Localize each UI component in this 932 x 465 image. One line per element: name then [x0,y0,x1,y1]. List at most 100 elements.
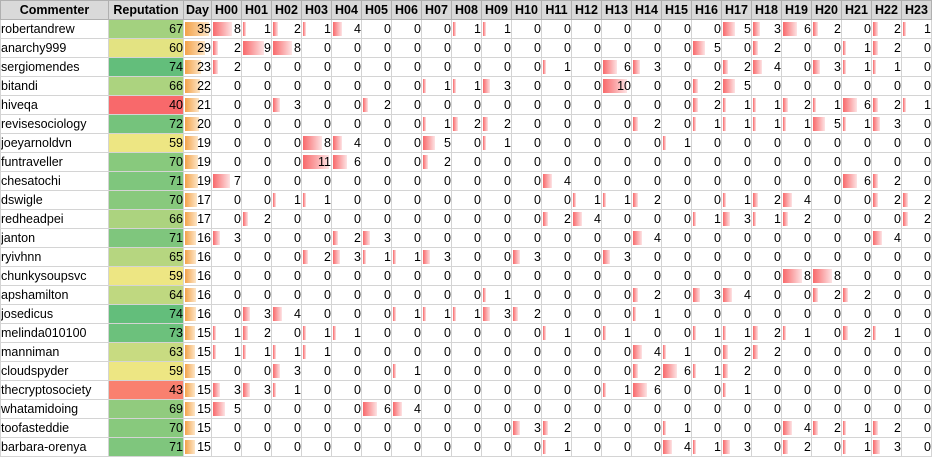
hour-cell[interactable]: 0 [661,171,692,191]
hour-cell[interactable]: 0 [781,171,812,191]
hour-cell[interactable]: 0 [331,57,362,77]
hour-cell[interactable]: 2 [511,304,542,324]
hour-cell[interactable]: 0 [481,171,512,191]
hour-cell[interactable]: 10 [601,76,632,96]
hour-cell[interactable]: 0 [811,76,842,96]
hour-cell[interactable]: 7 [211,171,242,191]
hour-cell[interactable]: 4 [391,399,422,419]
hour-cell[interactable]: 0 [301,171,332,191]
hour-cell[interactable]: 4 [541,171,572,191]
hour-cell[interactable]: 2 [691,95,722,115]
hour-cell[interactable]: 2 [811,19,842,39]
hour-cell[interactable]: 0 [451,133,482,153]
day-cell[interactable]: 16 [183,247,212,267]
hour-cell[interactable]: 0 [451,228,482,248]
hour-cell[interactable]: 0 [511,171,542,191]
hour-cell[interactable]: 0 [751,304,782,324]
hour-cell[interactable]: 2 [631,361,662,381]
hour-cell[interactable]: 0 [481,266,512,286]
hour-cell[interactable]: 1 [271,342,302,362]
hour-cell[interactable]: 0 [691,342,722,362]
hour-cell[interactable]: 2 [811,418,842,438]
hour-cell[interactable]: 0 [271,171,302,191]
hour-cell[interactable]: 0 [391,152,422,172]
hour-cell[interactable]: 0 [211,133,242,153]
hour-cell[interactable]: 0 [391,285,422,305]
hour-cell[interactable]: 1 [271,380,302,400]
hour-cell[interactable]: 0 [331,342,362,362]
hour-cell[interactable]: 0 [631,418,662,438]
hour-cell[interactable]: 0 [481,437,512,457]
hour-cell[interactable]: 0 [391,228,422,248]
reputation-cell[interactable]: 66 [108,209,184,229]
hour-cell[interactable]: 1 [631,304,662,324]
hour-cell[interactable]: 1 [481,133,512,153]
hour-cell[interactable]: 0 [871,285,902,305]
hour-cell[interactable]: 0 [541,266,572,286]
hour-cell[interactable]: 0 [481,399,512,419]
hour-cell[interactable]: 1 [571,190,602,210]
hour-cell[interactable]: 0 [871,304,902,324]
hour-cell[interactable]: 0 [571,19,602,39]
hour-cell[interactable]: 0 [301,209,332,229]
reputation-cell[interactable]: 59 [108,266,184,286]
day-cell[interactable]: 35 [183,19,212,39]
hour-cell[interactable]: 0 [241,247,272,267]
hour-cell[interactable]: 0 [781,76,812,96]
hour-cell[interactable]: 0 [241,361,272,381]
hour-cell[interactable]: 0 [601,209,632,229]
commenter-cell[interactable]: barbara-orenya [0,437,109,457]
hour-cell[interactable]: 0 [631,76,662,96]
hour-cell[interactable]: 6 [841,171,872,191]
hour-cell[interactable]: 0 [511,380,542,400]
column-header-commenter[interactable]: Commenter [0,0,109,20]
hour-cell[interactable]: 0 [301,266,332,286]
hour-cell[interactable]: 0 [361,266,392,286]
hour-cell[interactable]: 1 [901,95,932,115]
hour-cell[interactable]: 0 [421,228,452,248]
hour-cell[interactable]: 0 [271,247,302,267]
hour-cell[interactable]: 0 [271,437,302,457]
hour-cell[interactable]: 0 [301,95,332,115]
hour-cell[interactable]: 1 [661,133,692,153]
commenter-cell[interactable]: redheadpei [0,209,109,229]
hour-cell[interactable]: 0 [901,437,932,457]
hour-cell[interactable]: 0 [361,152,392,172]
hour-cell[interactable]: 0 [391,114,422,134]
hour-cell[interactable]: 0 [811,380,842,400]
hour-cell[interactable]: 0 [901,323,932,343]
hour-cell[interactable]: 8 [211,19,242,39]
hour-cell[interactable]: 0 [391,190,422,210]
hour-cell[interactable]: 0 [751,266,782,286]
hour-cell[interactable]: 0 [481,209,512,229]
hour-cell[interactable]: 0 [391,57,422,77]
hour-cell[interactable]: 0 [631,266,662,286]
hour-cell[interactable]: 0 [241,133,272,153]
hour-cell[interactable]: 0 [391,209,422,229]
hour-cell[interactable]: 0 [721,266,752,286]
day-cell[interactable]: 22 [183,76,212,96]
hour-cell[interactable]: 6 [661,361,692,381]
column-header-h08[interactable]: H08 [451,0,482,20]
day-cell[interactable]: 19 [183,133,212,153]
hour-cell[interactable]: 0 [301,228,332,248]
hour-cell[interactable]: 0 [571,114,602,134]
hour-cell[interactable]: 0 [241,57,272,77]
hour-cell[interactable]: 1 [211,342,242,362]
hour-cell[interactable]: 0 [691,19,722,39]
hour-cell[interactable]: 0 [331,304,362,324]
hour-cell[interactable]: 0 [391,38,422,58]
hour-cell[interactable]: 0 [691,418,722,438]
hour-cell[interactable]: 0 [841,190,872,210]
hour-cell[interactable]: 0 [601,266,632,286]
hour-cell[interactable]: 0 [661,380,692,400]
hour-cell[interactable]: 0 [661,399,692,419]
hour-cell[interactable]: 0 [841,342,872,362]
hour-cell[interactable]: 0 [901,247,932,267]
hour-cell[interactable]: 2 [871,171,902,191]
hour-cell[interactable]: 3 [271,95,302,115]
hour-cell[interactable]: 2 [901,190,932,210]
hour-cell[interactable]: 5 [421,133,452,153]
hour-cell[interactable]: 3 [511,418,542,438]
hour-cell[interactable]: 0 [661,323,692,343]
